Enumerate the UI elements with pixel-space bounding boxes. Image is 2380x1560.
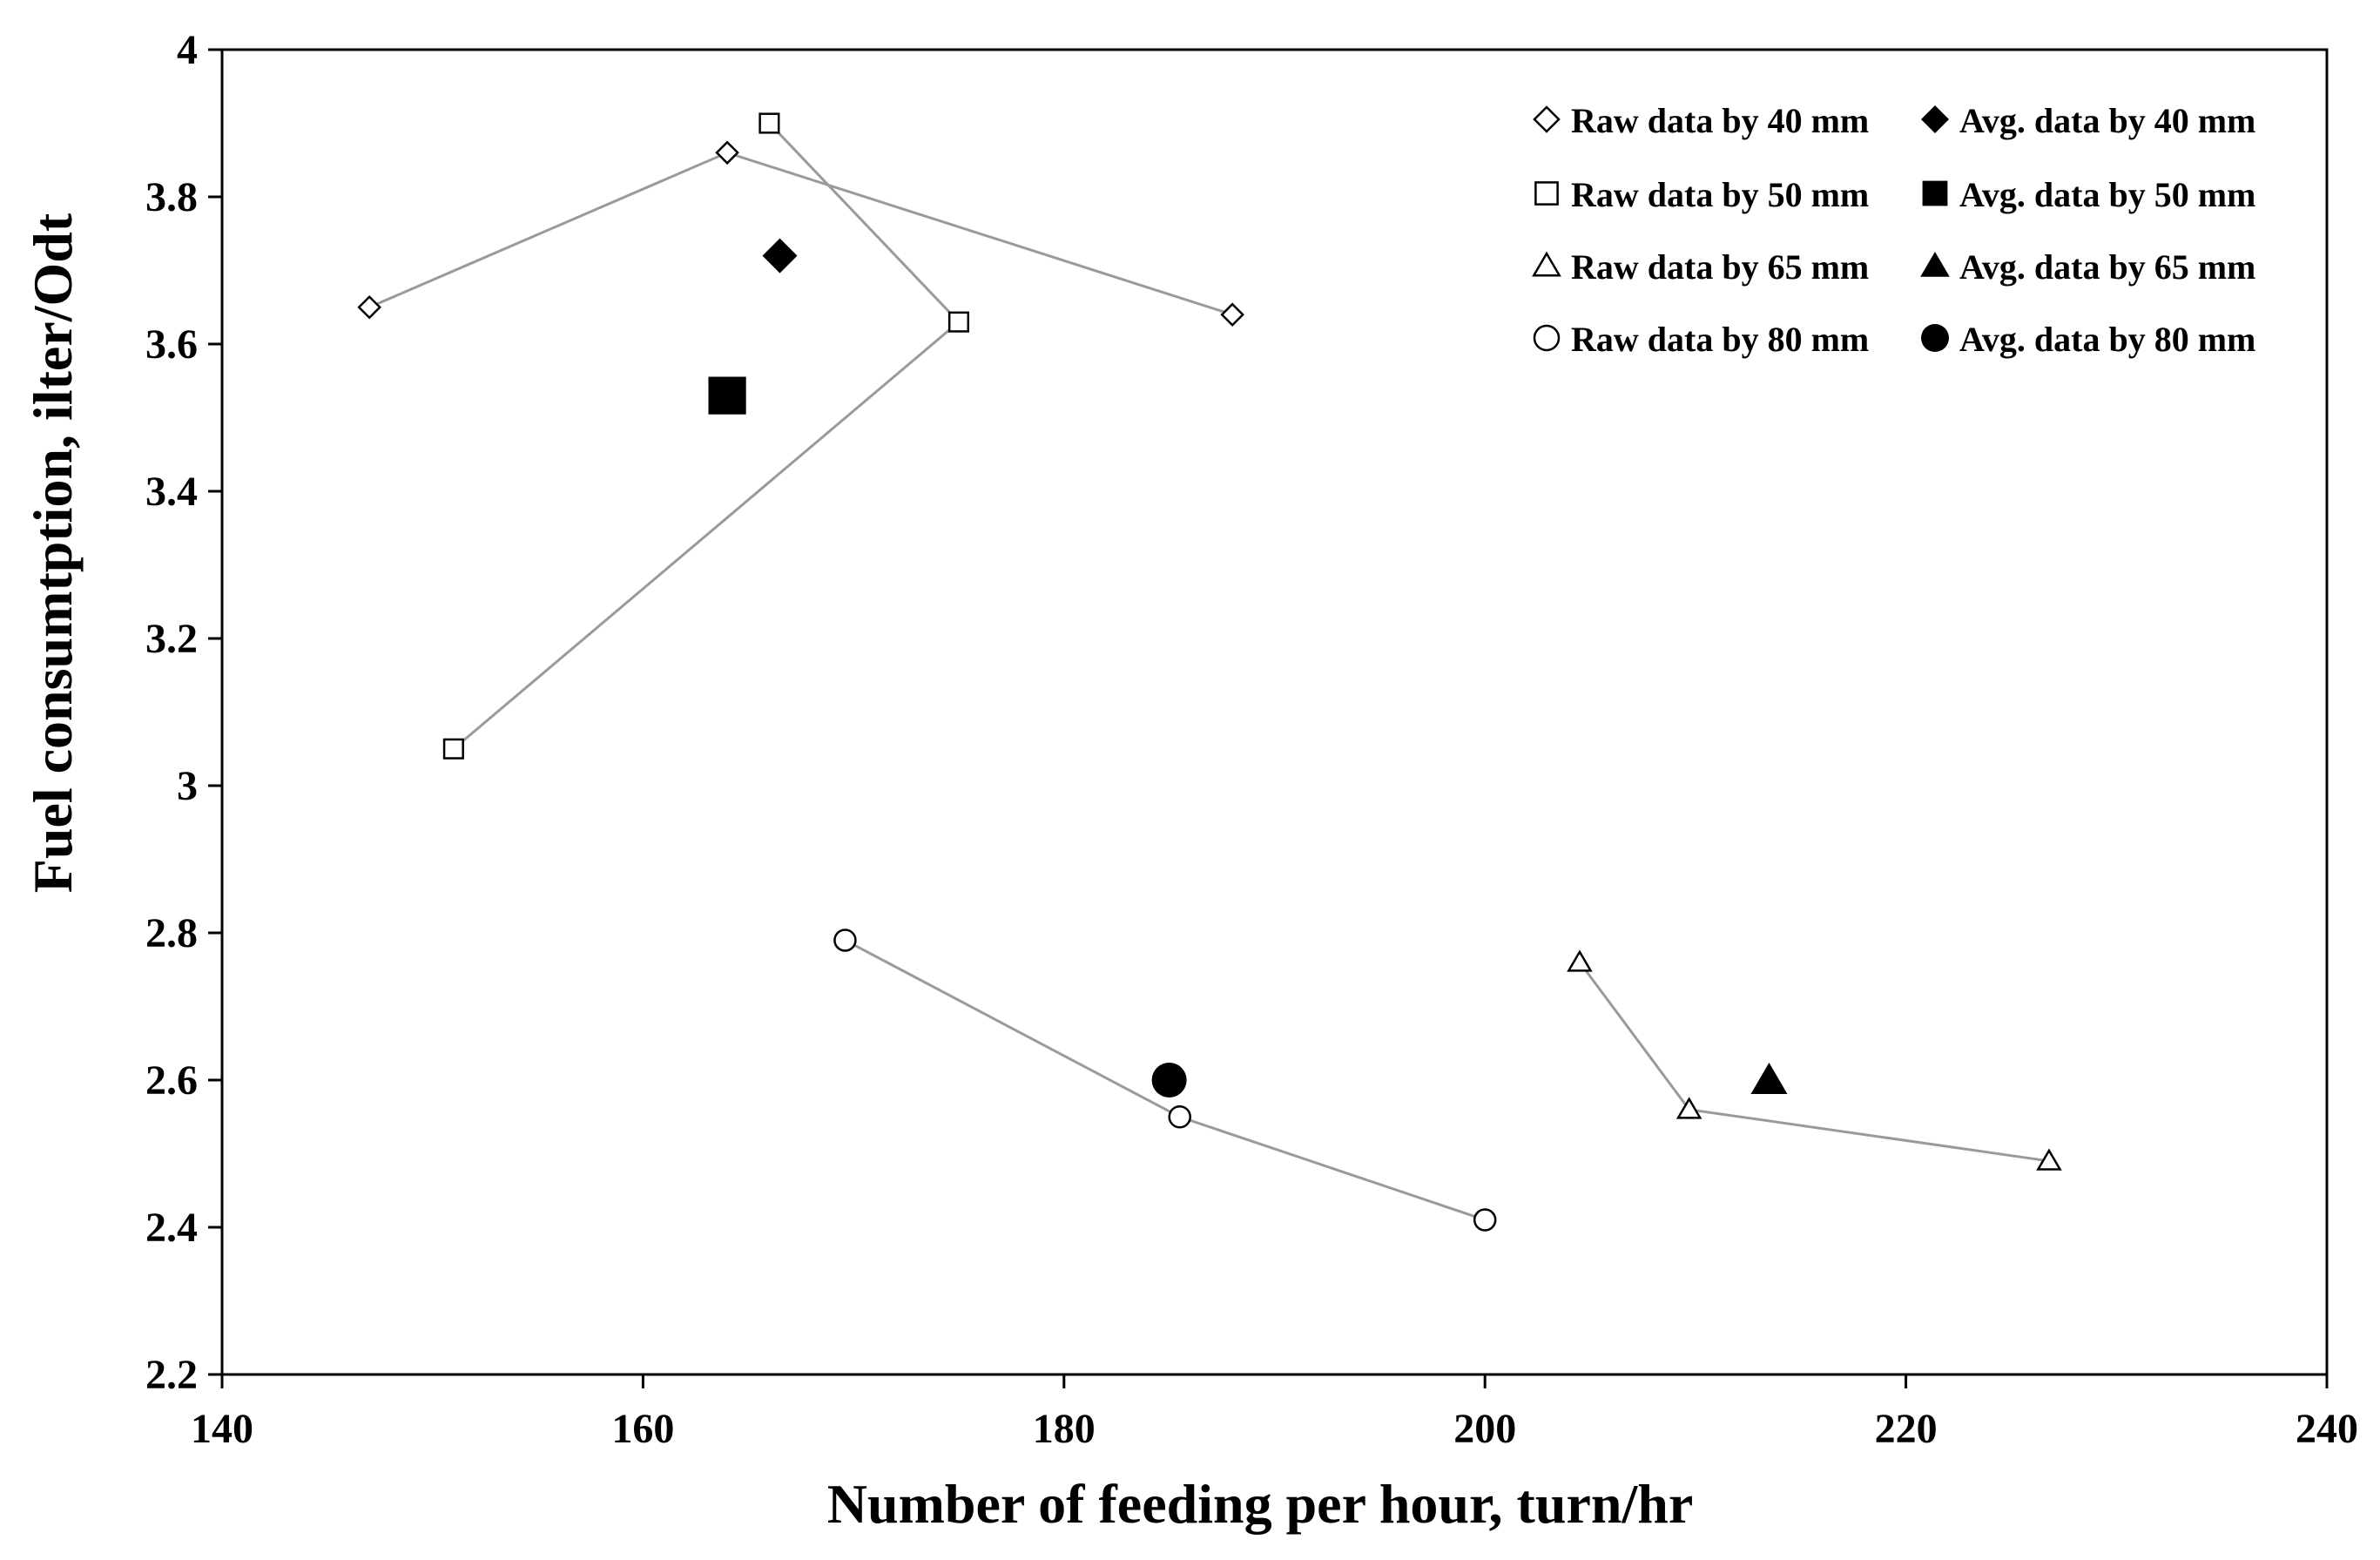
y-tick-label: 4 bbox=[177, 27, 198, 73]
y-tick-label: 3 bbox=[177, 763, 198, 809]
raw-data-by-40-mm-line bbox=[368, 151, 1233, 316]
x-tick-label: 140 bbox=[191, 1406, 253, 1452]
x-tick-label: 180 bbox=[1033, 1406, 1096, 1452]
raw-data-by-80-mm-point bbox=[833, 929, 857, 952]
raw-data-by-40-mm-point bbox=[1220, 302, 1244, 327]
raw-data-by-50-mm-point bbox=[442, 738, 464, 760]
legend-marker-avg-data-by-65-mm bbox=[1920, 252, 1950, 277]
x-tick-label: 220 bbox=[1875, 1406, 1938, 1452]
raw-data-by-65-mm-point bbox=[2036, 1148, 2062, 1171]
legend-marker-avg-data-by-50-mm bbox=[1922, 180, 1948, 206]
y-tick-label: 2.6 bbox=[145, 1057, 198, 1104]
avg-data-by-40-mm-point bbox=[762, 238, 798, 274]
legend-marker-raw-data-by-50-mm bbox=[1534, 181, 1559, 206]
legend-label-raw-data-by-50-mm: Raw data by 50 mm bbox=[1571, 175, 1869, 214]
legend: Raw data by 40 mm Avg. data by 40 mm Raw d… bbox=[1532, 101, 2255, 359]
y-tick-label: 2.4 bbox=[145, 1205, 198, 1251]
legend-label-raw-data-by-80-mm: Raw data by 80 mm bbox=[1571, 320, 1869, 359]
raw-data-by-50-mm-line bbox=[452, 122, 961, 750]
legend-marker-raw-data-by-40-mm bbox=[1533, 105, 1561, 133]
raw-data-by-65-mm-line bbox=[1578, 961, 2050, 1163]
legend-label-avg-data-by-65-mm: Avg. data by 65 mm bbox=[1959, 247, 2255, 287]
x-tick-label: 200 bbox=[1453, 1406, 1516, 1452]
avg-data-by-80-mm-point bbox=[1151, 1063, 1187, 1097]
axis-ticks: 140 160 180 200 220 240 2.2 2.4 2.6 2.8 3 3.2 3.4 3.6… bbox=[145, 27, 2358, 1452]
y-tick-label: 3.4 bbox=[145, 469, 198, 515]
y-tick-label: 2.8 bbox=[145, 910, 198, 956]
y-axis-title: Fuel consumtption, ilter/Odt bbox=[22, 213, 84, 893]
series-markers bbox=[357, 112, 2062, 1232]
plot-frame bbox=[220, 48, 2329, 1376]
y-tick-label: 3.6 bbox=[145, 321, 198, 368]
legend-marker-avg-data-by-40-mm bbox=[1921, 105, 1949, 133]
raw-data-by-40-mm-point bbox=[357, 294, 381, 320]
x-tick-label: 160 bbox=[611, 1406, 674, 1452]
raw-data-by-80-mm-point bbox=[1168, 1105, 1191, 1129]
legend-marker-avg-data-by-80-mm bbox=[1921, 324, 1949, 352]
legend-label-avg-data-by-40-mm: Avg. data by 40 mm bbox=[1959, 101, 2255, 140]
x-axis-title: Number of feeding per hour, turn/hr bbox=[827, 1473, 1693, 1535]
raw-data-by-50-mm-point bbox=[947, 311, 970, 333]
y-tick-label: 2.2 bbox=[145, 1352, 198, 1398]
y-tick-label: 3.8 bbox=[145, 174, 198, 220]
raw-data-by-65-mm-point bbox=[1675, 1097, 1702, 1119]
series-lines bbox=[368, 122, 2050, 1221]
raw-data-by-50-mm-point bbox=[758, 112, 780, 134]
legend-marker-raw-data-by-80-mm bbox=[1533, 324, 1561, 352]
legend-marker-raw-data-by-65-mm bbox=[1532, 251, 1561, 277]
y-tick-label: 3.2 bbox=[145, 616, 198, 662]
raw-data-by-80-mm-point bbox=[1473, 1208, 1497, 1232]
avg-data-by-65-mm-point bbox=[1750, 1063, 1788, 1094]
legend-label-avg-data-by-80-mm: Avg. data by 80 mm bbox=[1959, 320, 2255, 359]
legend-label-raw-data-by-65-mm: Raw data by 65 mm bbox=[1571, 247, 1869, 287]
legend-label-raw-data-by-40-mm: Raw data by 40 mm bbox=[1571, 101, 1869, 140]
raw-data-by-40-mm-point bbox=[715, 140, 739, 165]
x-tick-label: 240 bbox=[2296, 1406, 2358, 1452]
plot-area bbox=[220, 48, 2329, 1376]
avg-data-by-50-mm-point bbox=[708, 376, 746, 415]
legend-label-avg-data-by-50-mm: Avg. data by 50 mm bbox=[1959, 175, 2255, 214]
raw-data-by-65-mm-point bbox=[1567, 949, 1593, 972]
